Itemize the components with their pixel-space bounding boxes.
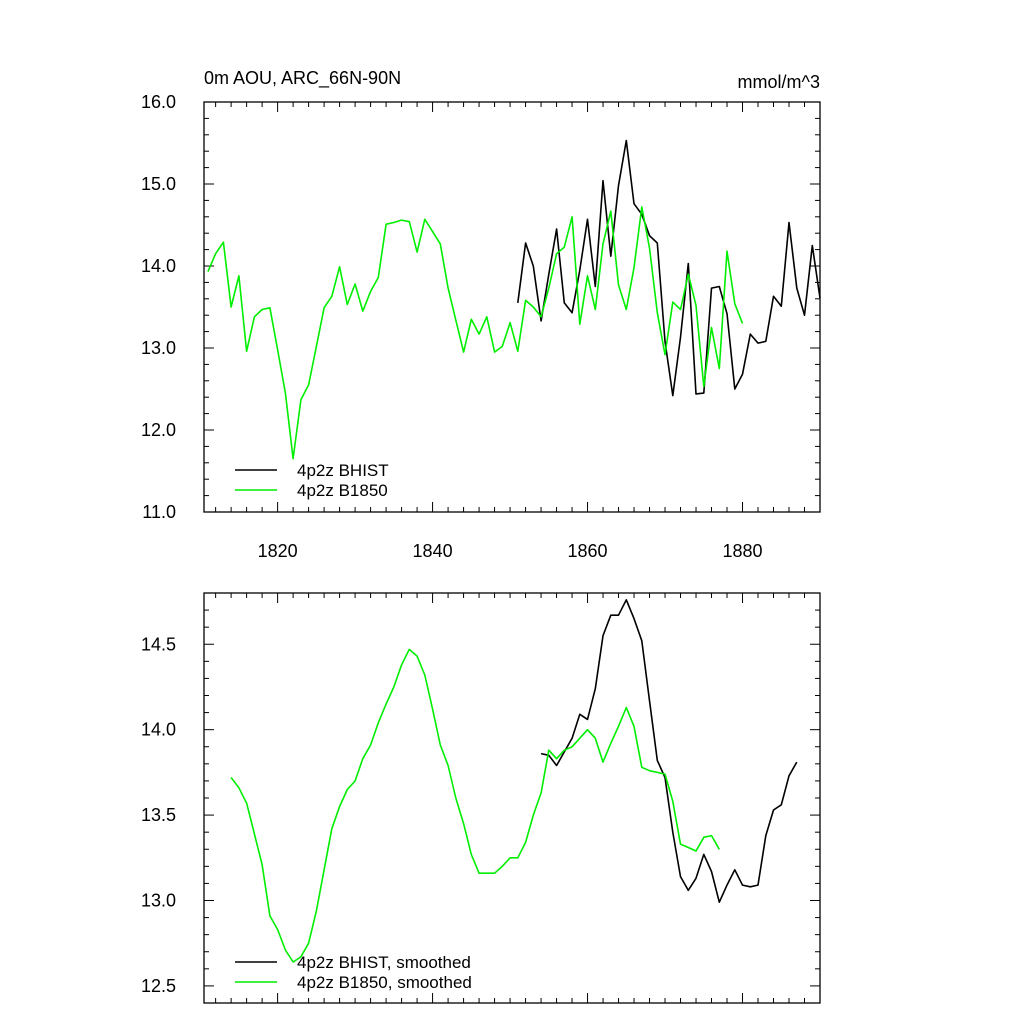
top-x-tick-labels: 1820 1840 1860 1880 [258,541,763,561]
y-tick-label: 14.0 [141,720,176,740]
x-tick-label: 1880 [722,541,762,561]
x-tick-label: 1820 [258,541,298,561]
y-tick-label: 15.0 [141,174,176,194]
x-tick-label: 1860 [568,541,608,561]
legend-label: 4p2z B1850 [297,481,388,500]
top-y-tick-labels: 11.0 12.0 13.0 14.0 15.0 16.0 [141,92,176,522]
y-tick-label: 14.5 [141,634,176,654]
bottom-panel: 12.5 13.0 13.5 14.0 14.5 4p2z BHIST, smoothe… [141,592,821,1004]
bottom-plot-frame [203,592,821,1004]
series-line-4p2z-b1850 [207,206,744,460]
legend-label: 4p2z BHIST [297,461,389,480]
y-tick-label: 12.0 [141,420,176,440]
top-series [207,139,821,460]
series-line-4p2z-bhist-smoothed [540,598,798,904]
y-tick-label: 12.5 [141,976,176,996]
panel-title: 0m AOU, ARC_66N-90N [204,68,401,89]
y-tick-label: 13.0 [141,338,176,358]
y-tick-label: 14.0 [141,256,176,276]
y-tick-label: 13.0 [141,891,176,911]
legend-label: 4p2z B1850, smoothed [297,973,472,992]
y-tick-label: 16.0 [141,92,176,112]
units-label: mmol/m^3 [738,72,820,92]
series-line-4p2z-b1850-smoothed [230,648,720,963]
top-plot-frame [203,101,821,513]
bottom-ticks [204,592,821,1004]
y-tick-label: 13.5 [141,805,176,825]
top-panel: 0m AOU, ARC_66N-90N mmol/m^3 11.0 12.0 13.… [141,68,821,561]
series-line-4p2z-bhist [517,139,821,397]
top-ticks [204,101,821,513]
x-tick-label: 1840 [413,541,453,561]
bottom-y-tick-labels: 12.5 13.0 13.5 14.0 14.5 [141,634,176,996]
bottom-series [230,598,798,963]
legend-label: 4p2z BHIST, smoothed [297,953,471,972]
y-tick-label: 11.0 [142,502,176,522]
